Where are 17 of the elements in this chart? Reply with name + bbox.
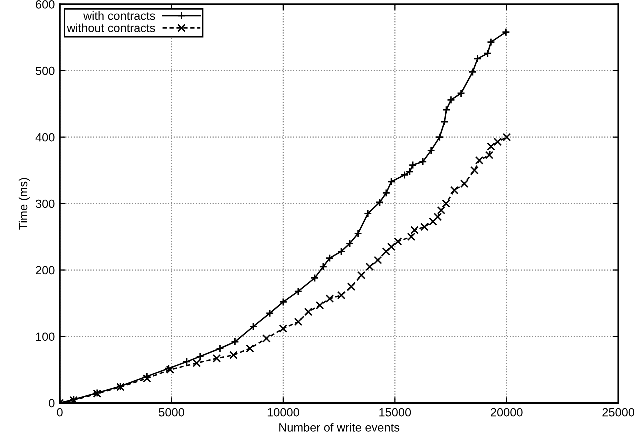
x-tick-label: 25000 bbox=[602, 408, 635, 417]
y-tick-label: 0 bbox=[49, 399, 55, 408]
y-tick-label: 600 bbox=[36, 0, 55, 9]
x-tick-label: 0 bbox=[57, 408, 63, 417]
y-tick-label: 100 bbox=[36, 332, 55, 342]
y-tick-label: 300 bbox=[36, 200, 55, 208]
y-axis-title: Time (ms) bbox=[18, 178, 30, 230]
x-tick-label: 10000 bbox=[268, 408, 300, 417]
y-tick-label: 200 bbox=[36, 266, 55, 275]
y-tick-label: 400 bbox=[36, 133, 55, 142]
legend-label: with contracts bbox=[84, 12, 156, 20]
x-tick-label: 5000 bbox=[159, 408, 184, 417]
legend-label: without contracts bbox=[67, 24, 156, 32]
x-axis-title: Number of write events bbox=[280, 423, 400, 432]
x-tick-label: 20000 bbox=[491, 408, 523, 417]
y-tick-label: 500 bbox=[36, 66, 55, 76]
x-tick-label: 15000 bbox=[380, 408, 412, 417]
